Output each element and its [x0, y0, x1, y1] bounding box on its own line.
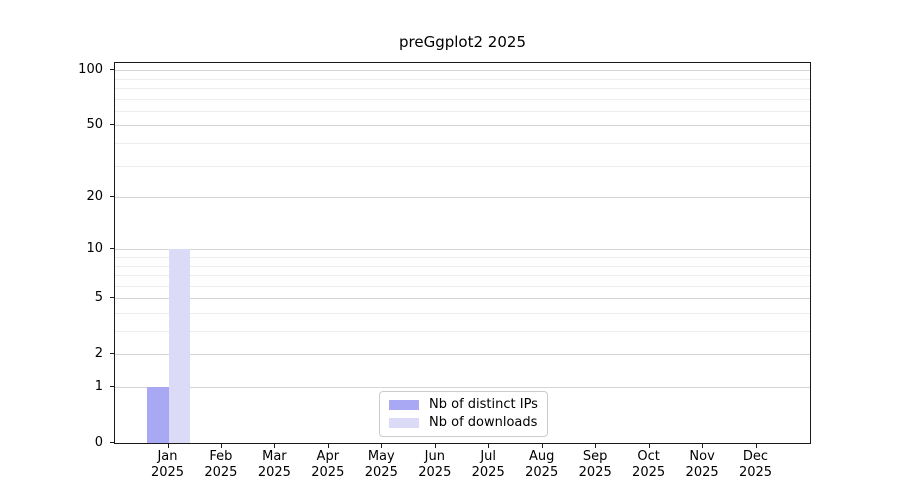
gridline-major — [115, 354, 810, 356]
y-tick-label: 0 — [94, 434, 103, 450]
x-tick-month: Nov — [689, 449, 715, 464]
x-tick-label: Dec 2025 — [724, 449, 788, 481]
legend-swatch-distinct-ips — [389, 400, 419, 410]
bar-distinct-ips — [147, 387, 169, 443]
gridline-minor — [115, 110, 810, 112]
x-tick-month: Dec — [742, 449, 769, 464]
legend-swatch-downloads — [389, 418, 419, 428]
x-tick-year: 2025 — [738, 465, 773, 480]
x-tick-mark — [220, 444, 222, 448]
gridline-minor — [115, 257, 810, 258]
x-tick-label: Jul 2025 — [456, 449, 520, 481]
x-tick-year: 2025 — [471, 465, 505, 480]
x-tick-month: Aug — [528, 449, 555, 464]
x-tick-label: May 2025 — [349, 449, 413, 481]
x-tick-label: Aug 2025 — [510, 449, 574, 481]
legend-item-distinct-ips: Nb of distinct IPs — [389, 398, 538, 412]
y-tick-label: 100 — [78, 61, 103, 77]
x-tick-year: 2025 — [525, 465, 559, 480]
x-tick-year: 2025 — [311, 465, 345, 480]
x-tick-month: Feb — [209, 449, 233, 464]
x-tick-mark — [755, 444, 757, 448]
y-tick-label: 5 — [94, 289, 103, 305]
x-tick-month: Apr — [316, 449, 340, 464]
y-tick-label: 20 — [86, 188, 103, 204]
gridline-major — [115, 249, 810, 251]
y-tick-label: 2 — [94, 345, 103, 361]
chart-title: preGgplot2 2025 — [399, 33, 526, 51]
x-tick-month: Sep — [582, 449, 608, 464]
x-tick-label: Oct 2025 — [617, 449, 681, 481]
x-tick-mark — [327, 444, 329, 448]
x-tick-year: 2025 — [150, 465, 185, 480]
gridline-minor — [115, 313, 810, 314]
y-tick-mark — [110, 386, 114, 387]
x-tick-label: Jun 2025 — [403, 449, 467, 481]
x-tick-label: Nov 2025 — [670, 449, 734, 481]
gridline-major — [115, 197, 810, 198]
y-tick-mark — [110, 297, 114, 299]
x-tick-year: 2025 — [364, 465, 398, 480]
x-tick-year: 2025 — [685, 465, 719, 480]
x-tick-label: Feb 2025 — [189, 449, 253, 481]
x-tick-month: Oct — [637, 449, 660, 464]
gridline-major — [115, 298, 810, 300]
y-tick-mark — [110, 442, 114, 443]
x-tick-month: Jan — [157, 449, 178, 464]
x-tick-year: 2025 — [204, 465, 238, 480]
x-tick-label: Jan 2025 — [136, 449, 200, 481]
x-tick-mark — [648, 444, 650, 448]
y-tick-mark — [110, 124, 114, 126]
x-tick-mark — [488, 444, 490, 448]
x-tick-mark — [434, 444, 436, 448]
x-tick-year: 2025 — [257, 465, 291, 480]
legend-label-downloads: Nb of downloads — [429, 415, 538, 430]
gridline-major — [115, 70, 810, 72]
legend-label-distinct-ips: Nb of distinct IPs — [429, 397, 538, 412]
gridline-minor — [115, 87, 810, 89]
y-tick-label: 10 — [86, 240, 103, 256]
x-tick-mark — [381, 444, 383, 448]
gridline-major — [115, 125, 810, 127]
x-tick-year: 2025 — [578, 465, 612, 480]
gridline-minor — [115, 285, 810, 287]
y-tick-label: 50 — [86, 116, 103, 132]
legend-item-downloads: Nb of downloads — [389, 416, 538, 430]
gridline-minor — [115, 265, 810, 267]
y-tick-mark — [110, 69, 114, 71]
x-tick-mark — [274, 444, 276, 448]
y-tick-mark — [110, 196, 114, 197]
x-tick-mark — [167, 444, 169, 448]
x-tick-mark — [702, 444, 704, 448]
x-tick-label: Apr 2025 — [296, 449, 360, 481]
legend: Nb of distinct IPs Nb of downloads — [379, 391, 548, 437]
x-tick-mark — [541, 444, 543, 448]
x-tick-year: 2025 — [418, 465, 452, 480]
y-tick-label: 1 — [94, 378, 103, 394]
plot-area: Nb of distinct IPs Nb of downloads — [114, 62, 811, 444]
y-tick-mark — [110, 353, 114, 355]
x-tick-label: Mar 2025 — [242, 449, 306, 481]
gridline-minor — [115, 78, 810, 80]
x-tick-month: Jun — [424, 449, 445, 464]
gridline-minor — [115, 275, 810, 276]
gridline-minor — [115, 98, 810, 100]
y-tick-mark — [110, 248, 114, 250]
x-tick-year: 2025 — [632, 465, 666, 480]
gridline-minor — [115, 142, 810, 144]
gridline-minor — [115, 165, 810, 167]
gridline-minor — [115, 331, 810, 332]
x-tick-month: Mar — [262, 449, 287, 464]
x-tick-mark — [595, 444, 597, 448]
bar-downloads — [168, 249, 190, 443]
gridline-major — [115, 387, 810, 388]
x-tick-month: May — [367, 449, 395, 464]
x-tick-month: Jul — [480, 449, 497, 464]
x-tick-label: Sep 2025 — [563, 449, 627, 481]
